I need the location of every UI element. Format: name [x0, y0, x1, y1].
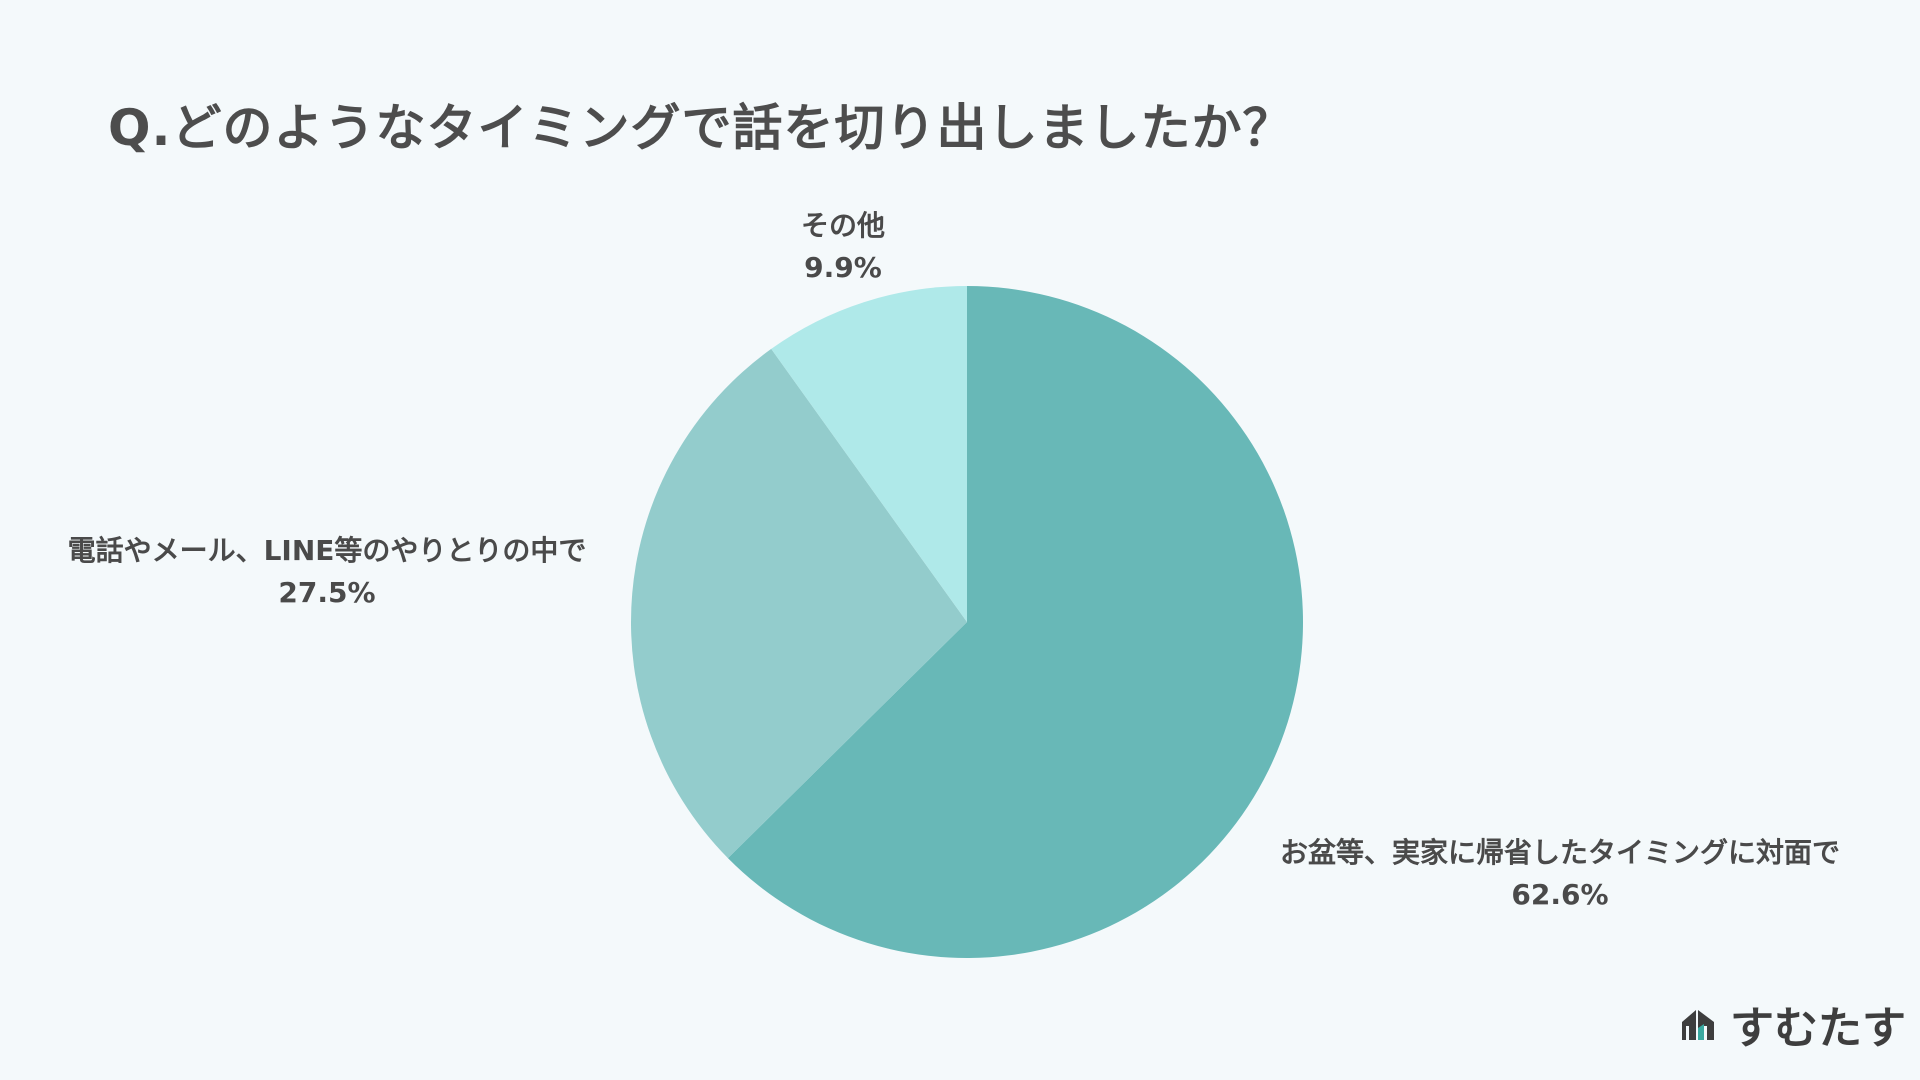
slice-label-phone-mail: 電話やメール、LINE等のやりとりの中で [68, 534, 587, 567]
pie-slice-face-to-face [727, 286, 1303, 959]
chart-title: Q.どのようなタイミングで話を切り出しましたか？ [108, 99, 1294, 157]
slice-value-face-to-face: 62.6% [1511, 878, 1608, 911]
slice-label-other: その他 [801, 209, 885, 242]
pie-slices [631, 286, 1303, 959]
pie-labels: お盆等、実家に帰省したタイミングに対面で 62.6% 電話やメール、LINE等の… [68, 209, 1840, 911]
slice-value-phone-mail: 27.5% [278, 576, 375, 609]
pie-slice-phone-mail [631, 348, 967, 859]
brand-logo: すむたす [1678, 992, 1906, 1056]
pie-slice-other [771, 286, 967, 622]
slice-value-other: 9.9% [804, 251, 882, 284]
brand-name: すむたす [1730, 1003, 1906, 1054]
slice-label-face-to-face: お盆等、実家に帰省したタイミングに対面で [1280, 836, 1840, 869]
house-logo-icon [1682, 1010, 1714, 1040]
